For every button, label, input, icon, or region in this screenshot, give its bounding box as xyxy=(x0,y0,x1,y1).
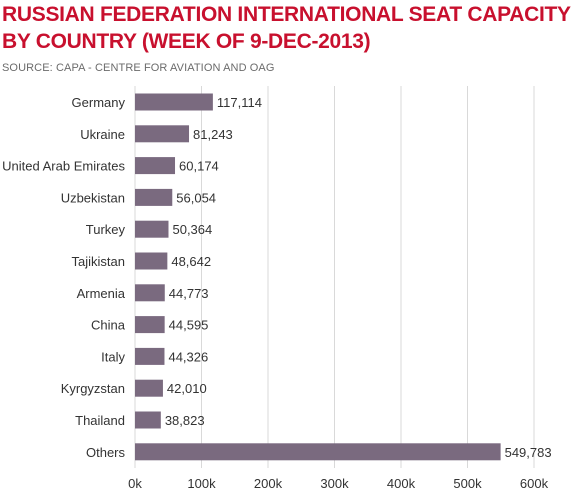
category-label: Armenia xyxy=(77,286,126,301)
value-label: 42,010 xyxy=(167,381,207,396)
chart-title: RUSSIAN FEDERATION INTERNATIONAL SEAT CA… xyxy=(2,3,571,53)
category-label: Italy xyxy=(101,349,125,364)
value-label: 48,642 xyxy=(171,254,211,269)
bar xyxy=(135,411,161,429)
x-tick-label: 100k xyxy=(187,476,216,491)
bar xyxy=(135,125,190,143)
bar xyxy=(135,379,163,397)
category-label: United Arab Emirates xyxy=(2,159,125,174)
value-labels: 117,114 81,243 60,174 56,054 50,364 48,642 44,… xyxy=(165,95,552,460)
bar xyxy=(135,188,173,206)
value-label: 549,783 xyxy=(505,445,552,460)
x-tick-label: 500k xyxy=(453,476,482,491)
value-label: 56,054 xyxy=(176,190,216,205)
category-label: Thailand xyxy=(75,413,125,428)
x-tick-label: 0k xyxy=(128,476,142,491)
bars xyxy=(135,93,501,461)
bar xyxy=(135,220,169,238)
chart-source: SOURCE: CAPA - CENTRE FOR AVIATION AND O… xyxy=(2,62,275,74)
value-label: 44,595 xyxy=(169,318,209,333)
bar xyxy=(135,93,213,111)
bar xyxy=(135,157,176,175)
value-label: 81,243 xyxy=(193,127,233,142)
x-tick-label: 400k xyxy=(387,476,416,491)
value-label: 117,114 xyxy=(217,95,262,110)
x-tick-label: 600k xyxy=(520,476,549,491)
category-label: Others xyxy=(86,445,126,460)
bar xyxy=(135,284,165,302)
x-tick-label: 200k xyxy=(254,476,283,491)
category-label: Ukraine xyxy=(80,127,125,142)
category-label: Turkey xyxy=(86,222,126,237)
value-label: 44,326 xyxy=(168,349,208,364)
bar xyxy=(135,252,168,270)
category-label: Kyrgyzstan xyxy=(61,381,125,396)
category-label: China xyxy=(91,318,126,333)
x-tick-label: 300k xyxy=(320,476,349,491)
bar xyxy=(135,316,165,334)
value-label: 44,773 xyxy=(169,286,209,301)
category-labels: Germany Ukraine United Arab Emirates Uzbeki… xyxy=(2,95,126,460)
x-axis-ticks: 0k 100k 200k 300k 400k 500k 600k xyxy=(128,476,548,491)
bar xyxy=(135,443,501,461)
bar xyxy=(135,347,165,365)
grid-lines xyxy=(134,86,535,468)
category-label: Tajikistan xyxy=(72,254,125,269)
category-label: Uzbekistan xyxy=(61,190,125,205)
value-label: 38,823 xyxy=(165,413,205,428)
category-label: Germany xyxy=(72,95,126,110)
value-label: 60,174 xyxy=(179,159,219,174)
value-label: 50,364 xyxy=(172,222,212,237)
